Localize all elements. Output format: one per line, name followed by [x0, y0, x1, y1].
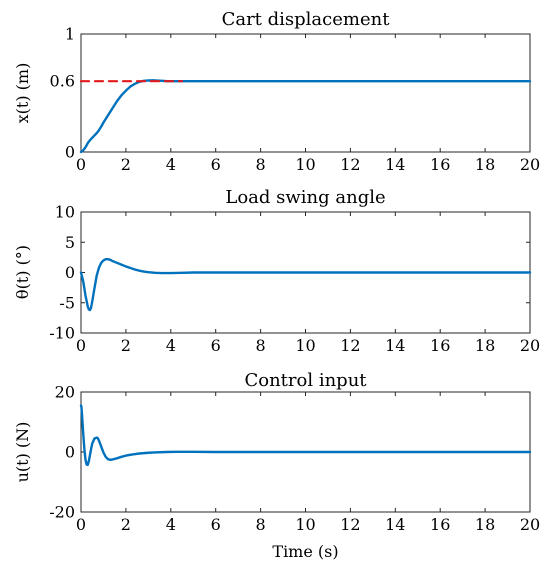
- series-layer: [79, 404, 532, 467]
- x-tick-label: 2: [121, 336, 131, 355]
- chart-title: Load swing angle: [225, 187, 385, 208]
- x-tick-label: 20: [520, 336, 540, 355]
- series-layer: [79, 257, 532, 312]
- x-tick-label: 12: [340, 336, 360, 355]
- series-line: [79, 79, 532, 154]
- y-tick-label: 1: [65, 25, 75, 44]
- chart-title: Cart displacement: [222, 9, 391, 30]
- y-tick-label: -10: [49, 324, 75, 343]
- y-tick-label: 0: [65, 263, 75, 282]
- y-tick-label: 20: [55, 383, 75, 402]
- y-tick-label: 0.6: [50, 72, 75, 91]
- x-tick-label: 18: [475, 515, 495, 534]
- chart-title: Control input: [244, 370, 367, 391]
- y-tick-label: 10: [55, 203, 75, 222]
- x-tick-label: 0: [76, 515, 86, 534]
- y-tick-label: -5: [59, 293, 75, 312]
- x-tick-label: 10: [295, 515, 315, 534]
- y-axis-label: u(t) (N): [13, 422, 32, 483]
- x-tick-label: 14: [385, 155, 405, 174]
- x-tick-label: 2: [121, 155, 131, 174]
- x-tick-label: 6: [211, 515, 221, 534]
- axes-box: [80, 33, 531, 153]
- x-tick-label: 4: [166, 336, 176, 355]
- ticks: 0 2 4 6 8 10 12 14 16 18 20 -10 -5 0 5 10: [49, 203, 540, 356]
- x-tick-label: 0: [76, 336, 86, 355]
- x-tick-label: 8: [256, 155, 266, 174]
- panel-load-swing-angle: Load swing angle θ(t) (°) 0 2 4 6 8 10 12 14 16 1…: [13, 187, 540, 355]
- panel-cart-displacement: Cart displacement x(t) (m) 0 2 4 6 8 10 12 14 16…: [13, 9, 540, 174]
- x-tick-label: 16: [430, 336, 450, 355]
- x-tick-label: 20: [520, 155, 540, 174]
- x-tick-label: 16: [430, 515, 450, 534]
- y-tick-label: 0: [65, 443, 75, 462]
- x-tick-label: 12: [340, 515, 360, 534]
- x-tick-label: 10: [295, 336, 315, 355]
- x-tick-label: 6: [211, 155, 221, 174]
- x-tick-label: 18: [475, 155, 495, 174]
- series-line: [79, 257, 532, 312]
- y-axis-label: θ(t) (°): [13, 245, 32, 299]
- series-layer: [79, 79, 532, 154]
- y-tick-label: -20: [49, 503, 75, 522]
- x-tick-label: 6: [211, 336, 221, 355]
- x-axis-label: Time (s): [272, 542, 338, 561]
- x-tick-label: 16: [430, 155, 450, 174]
- x-tick-label: 4: [166, 155, 176, 174]
- panel-control-input: Control input u(t) (N) Time (s) 0 2 4 6 8 10 1…: [13, 370, 540, 561]
- x-tick-label: 0: [76, 155, 86, 174]
- x-tick-label: 20: [520, 515, 540, 534]
- x-tick-label: 18: [475, 336, 495, 355]
- x-tick-label: 14: [385, 336, 405, 355]
- x-tick-label: 8: [256, 515, 266, 534]
- y-axis-label: x(t) (m): [13, 63, 32, 124]
- x-tick-label: 10: [295, 155, 315, 174]
- x-tick-label: 8: [256, 336, 266, 355]
- x-tick-label: 2: [121, 515, 131, 534]
- ticks: 0 2 4 6 8 10 12 14 16 18 20 0 0.6 1: [50, 25, 541, 175]
- series-line: [79, 404, 532, 467]
- y-tick-label: 5: [65, 233, 75, 252]
- x-tick-label: 12: [340, 155, 360, 174]
- x-tick-label: 14: [385, 515, 405, 534]
- y-tick-label: 0: [65, 143, 75, 162]
- x-tick-label: 4: [166, 515, 176, 534]
